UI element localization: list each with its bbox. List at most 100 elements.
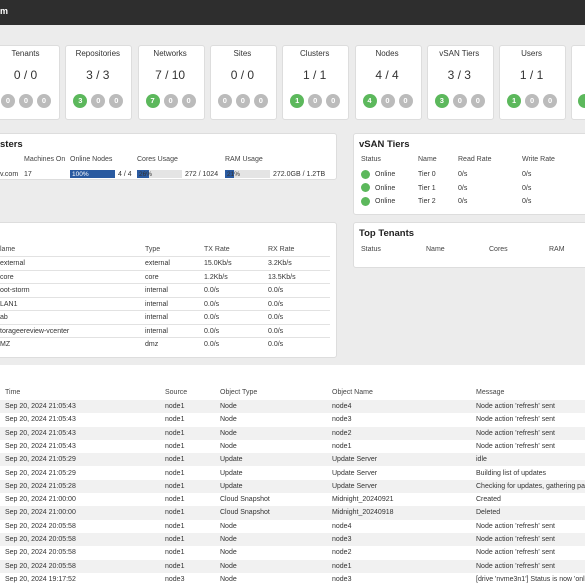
vsan-panel bbox=[353, 133, 585, 215]
column-header: Source bbox=[165, 389, 188, 396]
cell: external bbox=[0, 260, 25, 267]
column-header: Status bbox=[361, 246, 381, 253]
cell: Node action 'refresh' sent bbox=[476, 522, 555, 530]
badge: 0 bbox=[308, 94, 323, 108]
card-count: 4 / 4 bbox=[375, 68, 399, 82]
cell: node1 bbox=[165, 469, 185, 477]
card-count: 1 / 1 bbox=[519, 68, 544, 82]
cell: Midnight_20240918 bbox=[332, 509, 394, 517]
cell: 0.0/s bbox=[204, 300, 220, 308]
status-dot bbox=[361, 183, 370, 192]
column-header: Status bbox=[361, 156, 381, 163]
cell: node1 bbox=[165, 509, 185, 517]
cell: oot-storm bbox=[0, 287, 30, 294]
badge: 4 bbox=[362, 94, 377, 108]
cell: Online bbox=[375, 171, 396, 178]
card-count: 7 / 10 bbox=[155, 68, 186, 82]
cell: Midnight_20240921 bbox=[332, 496, 394, 504]
cell: Update bbox=[220, 482, 243, 490]
cell: Node bbox=[220, 562, 237, 570]
badge: 0 bbox=[452, 94, 467, 108]
cell: 272.0GB / 1.2TB bbox=[273, 171, 326, 178]
badge: 0 bbox=[91, 94, 106, 108]
cell: 0.0/s bbox=[268, 300, 284, 308]
cell: node1 bbox=[165, 496, 185, 504]
cell: 0.0/s bbox=[268, 287, 284, 294]
card-label: Clusters bbox=[300, 49, 330, 58]
cell: Sep 20, 2024 21:05:28 bbox=[5, 482, 76, 490]
cell: node3 bbox=[165, 575, 185, 583]
cell: Node bbox=[220, 575, 237, 583]
progress-label: 21% bbox=[227, 170, 241, 178]
row-stripe bbox=[0, 533, 585, 547]
cell: Sep 20, 2024 21:05:43 bbox=[5, 416, 76, 424]
column-header: RAM Usage bbox=[225, 156, 263, 163]
cell: Created bbox=[476, 496, 501, 504]
cell: internal bbox=[145, 287, 168, 294]
cell: external bbox=[145, 260, 170, 267]
cell: 0/s bbox=[458, 198, 468, 205]
badge: 0 bbox=[525, 94, 540, 108]
cell: 0.0/s bbox=[204, 327, 220, 335]
badge: 0 bbox=[163, 94, 178, 108]
app-title: m bbox=[0, 6, 9, 16]
progress-track bbox=[225, 170, 270, 178]
row-line bbox=[0, 337, 330, 338]
badge: 1 bbox=[507, 94, 522, 108]
cell: dmz bbox=[145, 341, 159, 348]
status-dot bbox=[361, 196, 370, 206]
cell: Sep 20, 2024 21:05:43 bbox=[5, 429, 76, 437]
column-header: Name bbox=[418, 156, 437, 163]
cell: Sep 20, 2024 21:00:00 bbox=[5, 496, 76, 504]
column-header: Read Rate bbox=[458, 156, 492, 163]
cell: internal bbox=[145, 300, 168, 308]
column-header: Online Nodes bbox=[70, 156, 113, 163]
row-stripe bbox=[0, 559, 585, 573]
cell: node3 bbox=[332, 575, 352, 583]
cell: Tier 2 bbox=[418, 198, 436, 205]
cell: 3.2Kb/s bbox=[268, 260, 292, 267]
cell: 0/s bbox=[522, 198, 532, 205]
badge bbox=[578, 94, 585, 108]
badge: 0 bbox=[1, 94, 15, 108]
cell: 0.0/s bbox=[204, 341, 220, 348]
badge: 0 bbox=[253, 94, 268, 108]
progress-fill bbox=[137, 170, 149, 178]
cell: 0/s bbox=[522, 171, 532, 178]
cell: Node bbox=[220, 429, 237, 437]
cell: LAN1 bbox=[0, 300, 18, 308]
cell: Sep 20, 2024 20:05:58 bbox=[5, 549, 76, 557]
cell: Node bbox=[220, 403, 237, 410]
cell: Node action 'refresh' sent bbox=[476, 416, 555, 424]
cell: node4 bbox=[332, 522, 352, 530]
cell: node3 bbox=[332, 416, 352, 424]
cell: Node bbox=[220, 522, 237, 530]
badge: 0 bbox=[235, 94, 250, 108]
cell: node2 bbox=[332, 549, 352, 557]
cell: node2 bbox=[332, 429, 352, 437]
row-stripe bbox=[0, 400, 585, 414]
column-header: Message bbox=[476, 389, 505, 396]
progress-track bbox=[137, 170, 182, 178]
top-tenants-panel bbox=[353, 222, 585, 268]
cell: Cloud Snapshot bbox=[220, 509, 270, 517]
cell: node1 bbox=[332, 562, 352, 570]
cell: Sep 20, 2024 19:17:52 bbox=[5, 575, 76, 583]
badge: 0 bbox=[19, 94, 33, 108]
cell: Update Server bbox=[332, 469, 378, 477]
cell: MZ bbox=[0, 341, 11, 348]
cell: node1 bbox=[165, 522, 185, 530]
cell: Node action 'refresh' sent bbox=[476, 403, 555, 410]
cell: idle bbox=[476, 456, 487, 464]
cell: node1 bbox=[165, 429, 185, 437]
cell: Sep 20, 2024 20:05:58 bbox=[5, 562, 76, 570]
cell: Update Server bbox=[332, 482, 378, 490]
panel-title: Top Tenants bbox=[359, 228, 415, 239]
card[interactable] bbox=[571, 45, 585, 120]
cell: Node bbox=[220, 442, 237, 450]
networks-panel bbox=[0, 222, 337, 358]
cell: node4 bbox=[332, 403, 352, 410]
column-header: Name bbox=[426, 246, 445, 253]
column-header: TX Rate bbox=[204, 246, 230, 253]
